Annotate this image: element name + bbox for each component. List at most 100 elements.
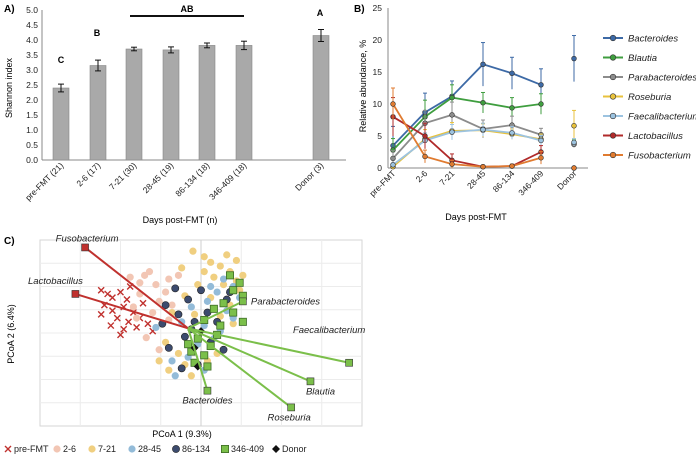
panel-c-point — [120, 325, 128, 333]
panel-c-point — [184, 295, 193, 304]
panel-b-xtick-label: pre-FMT — [367, 168, 397, 198]
panel-c-vector-label: Parabacteroides — [251, 296, 320, 307]
panel-b-series-line — [392, 128, 542, 166]
panel-b-point — [390, 162, 396, 168]
panel-c-legend-label: 2-6 — [63, 444, 76, 454]
panel-a-xtick-label: 28-45 (19) — [141, 160, 176, 195]
panel-c-point — [164, 343, 173, 352]
panel-c-legend-marker — [53, 445, 61, 453]
panel-c-point — [108, 294, 116, 302]
panel-c-vector-label: Lactobacillus — [28, 276, 83, 287]
panel-c-point — [225, 271, 234, 280]
panel-b-point — [480, 164, 486, 170]
panel-c-vector-label: Faecalibacterium — [293, 325, 365, 336]
panel-b-point — [480, 61, 486, 68]
panel-c-point — [117, 288, 124, 296]
panel-b-series-line — [392, 63, 542, 147]
panel-b-legend-label: Lactobacillus — [628, 131, 683, 142]
panel-c-point — [171, 372, 179, 380]
panel-b-legend-label: Faecalibacterium — [628, 112, 696, 123]
panel-a-ytick-label: 4.0 — [26, 35, 38, 45]
panel-c-legend-label: pre-FMT — [14, 444, 49, 454]
panel-c-point — [161, 288, 170, 296]
panel-c-point — [207, 282, 215, 291]
panel-b-ytick-label: 25 — [373, 3, 383, 13]
panel-c-legend-marker — [220, 444, 229, 453]
panel-b-point — [509, 70, 515, 76]
panel-b-point — [449, 161, 455, 167]
panel-c-point — [126, 273, 134, 281]
panel-a-bar — [235, 45, 253, 161]
panel-c-legend-marker — [128, 445, 136, 453]
panel-c-point — [142, 334, 150, 342]
panel-c-point — [136, 279, 144, 287]
panel-c-point — [168, 357, 176, 365]
panel-b-series-line — [392, 113, 542, 160]
panel-c-ylabel: PCoA 2 (6.4%) — [6, 304, 16, 364]
panel-c-point — [219, 275, 228, 283]
panel-a-ytick-label: 5.0 — [26, 5, 38, 15]
panel-b-xtick-label: 86-134 — [491, 168, 517, 194]
panel-b-line-chart: B) Relative abundance, % Days post-FMT 0… — [354, 3, 696, 222]
panel-b-legend-label: Blautia — [628, 53, 657, 64]
panel-b-point — [509, 105, 515, 111]
panel-c-vector-end — [287, 403, 295, 412]
panel-c-point — [155, 357, 163, 365]
panel-c-point — [174, 271, 183, 279]
panel-b-xtick-label: Donor — [555, 168, 579, 192]
panel-a-ytick-label: 3.0 — [26, 65, 38, 75]
panel-c-point — [171, 284, 180, 293]
panel-c-point — [232, 256, 241, 265]
panel-c-point — [152, 323, 160, 332]
panel-b-point — [480, 126, 486, 133]
panel-b-point — [571, 139, 577, 146]
panel-a-xtick-label: 7-21 (30) — [107, 160, 139, 192]
panel-c-loading-vector — [187, 327, 292, 409]
panel-b-xtick-label: 28-45 — [465, 168, 488, 191]
panel-b-legend-marker — [609, 112, 617, 120]
panel-c-point — [97, 310, 105, 318]
panel-b-legend-label: Fusobacterium — [628, 151, 691, 162]
panel-a-group-a: A — [317, 8, 324, 18]
panel-c-point — [149, 308, 157, 317]
panel-c-legend-marker — [172, 445, 180, 453]
panel-c-point — [189, 247, 197, 255]
panel-c-point — [200, 253, 208, 261]
panel-c-point — [190, 310, 199, 318]
panel-a-group-ab: AB — [181, 4, 194, 14]
panel-c-point — [203, 362, 212, 371]
panel-b-point — [449, 112, 455, 118]
panel-c-point — [165, 275, 173, 283]
panel-c-legend-marker — [88, 445, 96, 453]
panel-c-point — [144, 320, 152, 328]
panel-a-xtick-label: 86-134 (18) — [173, 160, 211, 198]
panel-c-point — [238, 317, 247, 326]
panel-c-point — [187, 372, 195, 380]
panel-b-point — [538, 82, 544, 88]
panel-b-legend-label: Bacteroides — [628, 34, 678, 45]
panel-c-point — [187, 303, 195, 311]
panel-a-bar — [198, 45, 216, 161]
panel-a-xtick-label: Donor (3) — [293, 160, 326, 193]
panel-c-point — [155, 346, 163, 354]
panel-b-point — [509, 130, 515, 136]
panel-c-point — [210, 273, 218, 281]
panel-c-vector-label: Blautia — [306, 386, 335, 397]
panel-c-pcoa-scatter: C) PCoA 1 (9.3%) PCoA 2 (6.4%) Fusobacte… — [4, 233, 365, 454]
panel-c-loading-vector — [187, 327, 350, 364]
panel-c-vector-end — [203, 386, 212, 395]
panel-b-xlabel: Days post-FMT — [445, 212, 507, 222]
panel-c-point — [229, 286, 238, 295]
panel-a-ytick-label: 0.0 — [26, 155, 38, 165]
panel-c-point — [207, 258, 215, 266]
panel-b-series-line — [392, 96, 542, 151]
panel-c-point — [174, 310, 183, 319]
panel-c-point — [139, 299, 147, 307]
panel-b-point — [538, 155, 544, 161]
panel-b-point — [571, 55, 577, 62]
panel-c-loading-vector — [187, 328, 209, 391]
panel-b-point — [422, 133, 428, 139]
panel-a-ytick-label: 1.0 — [26, 125, 38, 135]
panel-c-point — [213, 288, 221, 296]
